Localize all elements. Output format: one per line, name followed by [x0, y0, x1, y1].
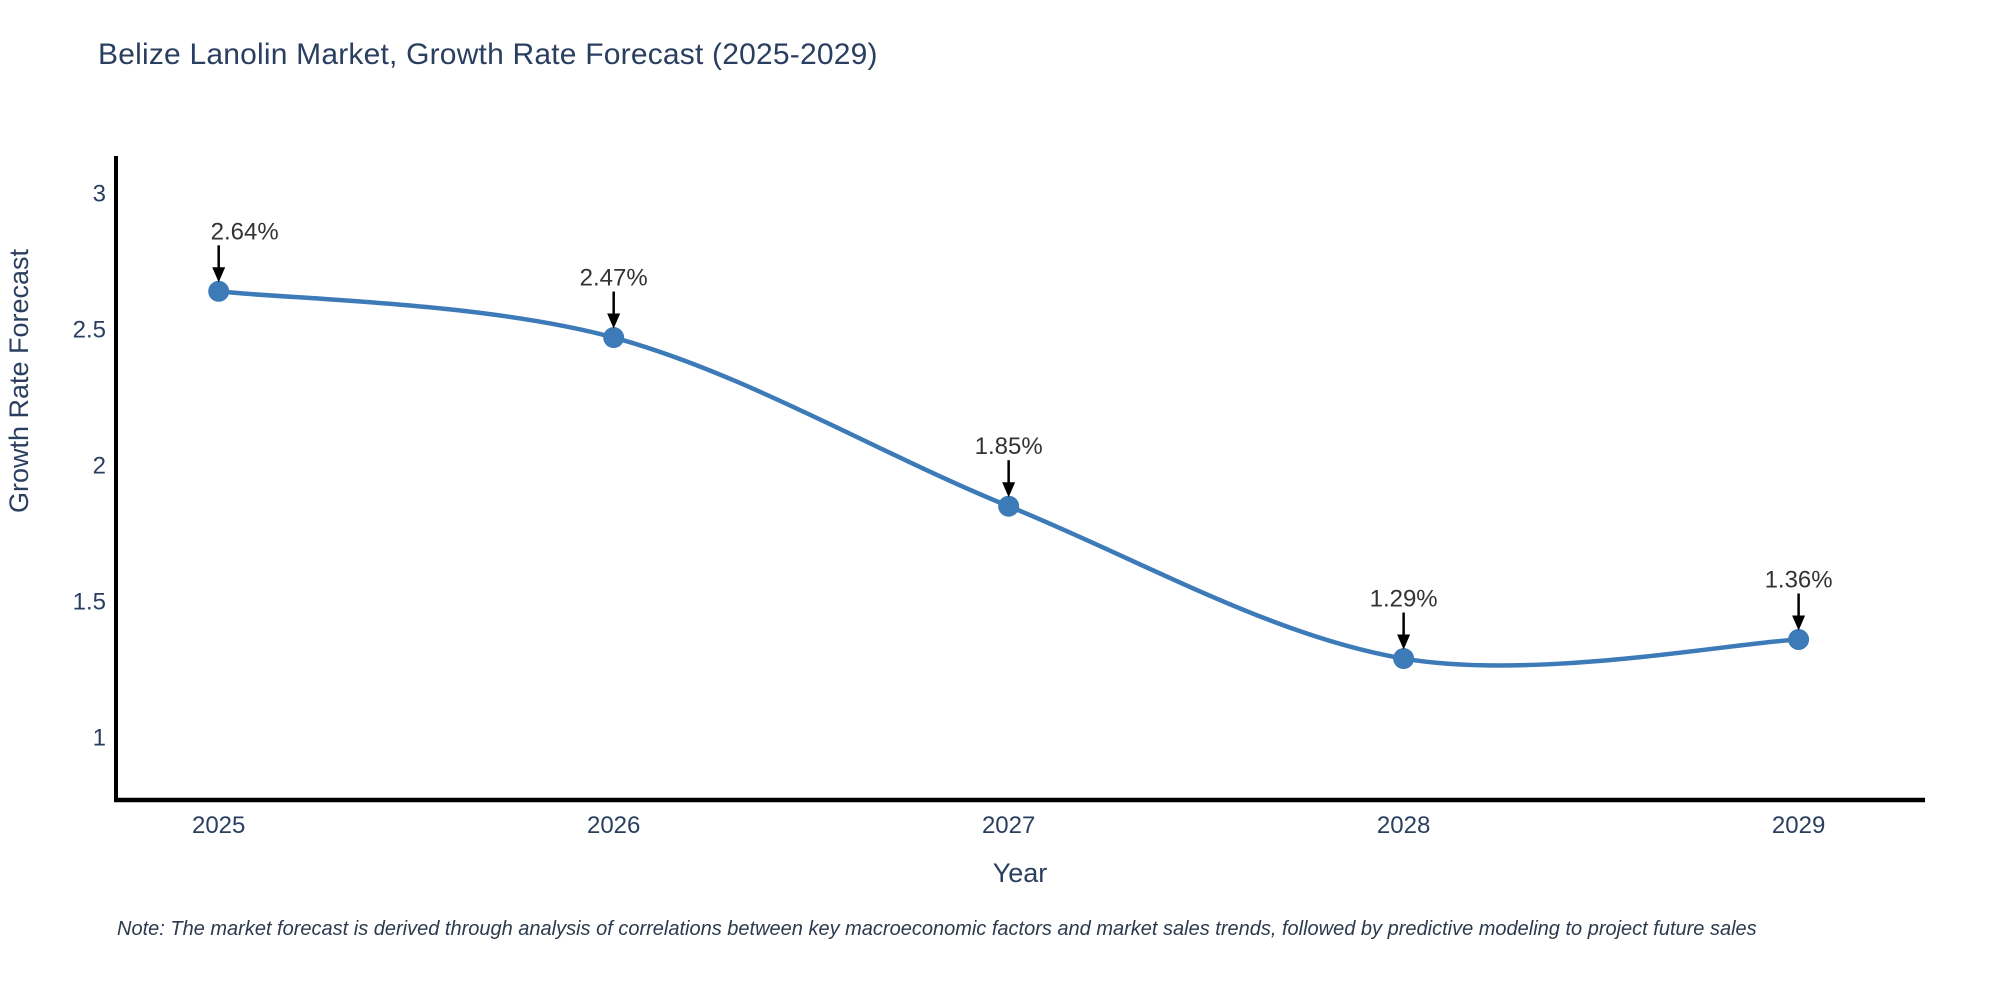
data-point-marker [998, 495, 1020, 517]
annotations: 2.64% 2.47% 1.85% 1.29% 1.36% [211, 218, 1833, 650]
x-tick-label: 2025 [192, 812, 245, 839]
annotation-arrow-head [1002, 482, 1016, 498]
data-point-label: 1.85% [975, 433, 1043, 460]
data-point-label: 1.36% [1765, 567, 1833, 594]
data-point-marker [603, 327, 625, 349]
x-tick-label: 2026 [587, 812, 640, 839]
annotation-arrow-head [1397, 634, 1411, 650]
data-point-marker [1393, 648, 1415, 670]
data-point-label: 2.64% [211, 218, 279, 245]
y-tick-label: 1 [93, 724, 106, 751]
data-series [208, 280, 1810, 670]
axes [114, 156, 1925, 803]
data-point-marker [1788, 629, 1810, 650]
y-tick-label: 3 [93, 180, 106, 207]
x-tick-label: 2028 [1377, 812, 1430, 839]
annotation-arrow-head [1792, 615, 1806, 631]
y-tick-label: 2 [93, 452, 106, 479]
tick-labels: 1 1.5 2 2.5 3 2025 2026 2027 2028 2029 [73, 180, 1826, 839]
footnote: Note: The market forecast is derived thr… [117, 918, 1757, 940]
data-point-label: 2.47% [580, 265, 648, 292]
x-tick-label: 2029 [1772, 812, 1825, 839]
annotation-arrow-head [212, 267, 226, 283]
chart-title: Belize Lanolin Market, Growth Rate Forec… [98, 38, 878, 71]
x-tick-label: 2027 [982, 812, 1035, 839]
data-point-marker [208, 280, 230, 302]
y-axis-title: Growth Rate Forecast [4, 248, 34, 513]
y-tick-label: 2.5 [73, 316, 106, 343]
y-tick-label: 1.5 [73, 588, 106, 615]
data-point-label: 1.29% [1370, 586, 1438, 613]
x-axis-title: Year [993, 858, 1048, 888]
annotation-arrow-head [607, 313, 621, 329]
